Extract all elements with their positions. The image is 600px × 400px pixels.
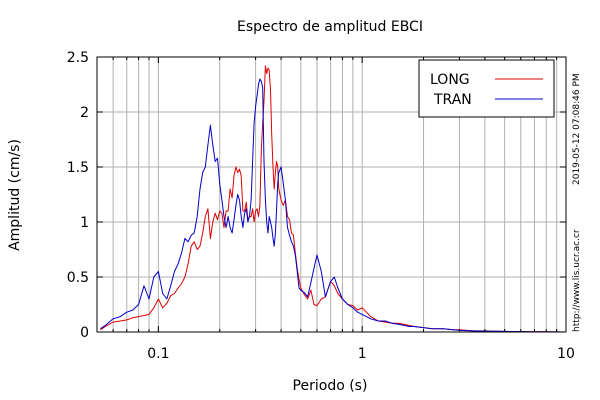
legend-box [418, 59, 555, 118]
legend-label-tran: TRAN [433, 92, 472, 108]
chart-title: Espectro de amplitud EBCI [237, 19, 423, 35]
series-lines [100, 65, 567, 333]
y-tick-label: 1 [80, 215, 89, 231]
y-axis-label: Amplitud (cm/s) [7, 139, 23, 251]
timestamp-annotation: 2019-05-12 07:08:46 PM [572, 73, 582, 185]
source-url-annotation: http://www.lis.ucr.ac.cr [572, 229, 582, 332]
y-tick-label: 1.5 [67, 160, 89, 176]
x-tick-label: 0.1 [147, 346, 169, 362]
y-tick-label: 2.5 [67, 50, 89, 66]
x-tick-label: 10 [557, 346, 575, 362]
x-tick-label: 1 [358, 346, 367, 362]
axis-ticks: 0 0.5 1 1.5 2 2.5 0.1 1 10 [67, 50, 575, 362]
y-tick-label: 0.5 [67, 270, 89, 286]
y-tick-label: 2 [80, 105, 89, 121]
x-axis-label: Periodo (s) [293, 378, 368, 394]
legend: LONG TRAN [418, 59, 555, 118]
series-line-long [100, 65, 567, 333]
plot-frame [96, 56, 567, 333]
legend-label-long: LONG [430, 72, 470, 88]
series-line-tran [100, 78, 567, 333]
y-tick-label: 0 [80, 325, 89, 341]
